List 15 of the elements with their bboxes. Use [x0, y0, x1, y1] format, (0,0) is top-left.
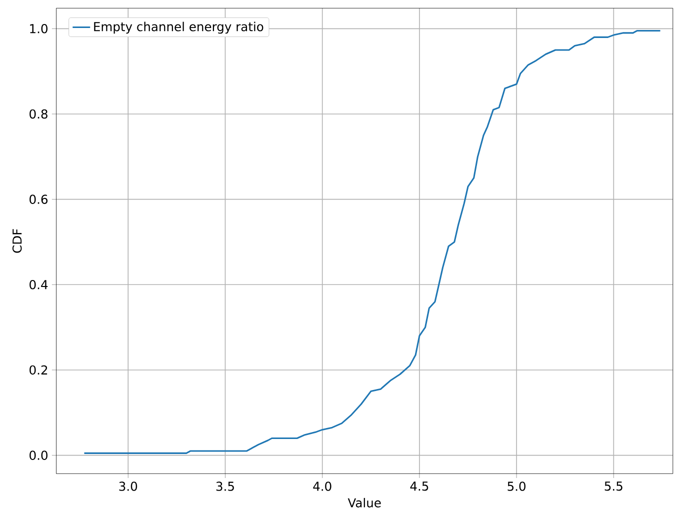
- y-axis-title: CDF: [12, 229, 22, 253]
- x-tick-label: 3.0: [119, 482, 138, 492]
- y-tick-label: 1.0: [30, 24, 48, 34]
- x-tick-label: 3.5: [216, 482, 234, 492]
- x-tick-label: 4.0: [313, 482, 332, 492]
- x-tick-label: 4.5: [410, 482, 428, 491]
- y-tick-label: 0.0: [30, 450, 48, 460]
- x-axis-title: Value: [348, 498, 381, 508]
- y-tick-label: 0.2: [30, 365, 48, 375]
- x-tick-label: 5.5: [604, 482, 622, 491]
- x-tick-label: 5.0: [508, 482, 526, 492]
- y-tick-label: 0.6: [30, 194, 48, 204]
- y-tick-label: 0.8: [30, 109, 48, 119]
- legend-label: Empty channel energy ratio: [94, 22, 264, 34]
- y-tick-label: 0.4: [30, 280, 48, 290]
